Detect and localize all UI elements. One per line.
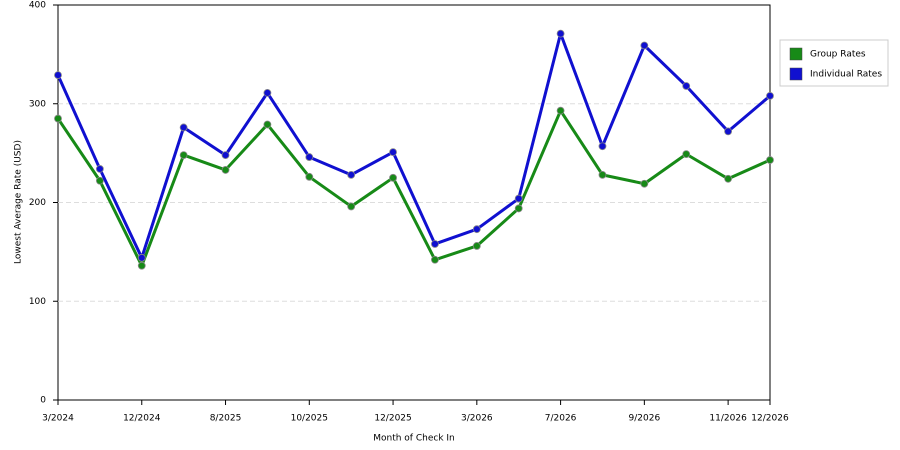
point	[347, 202, 356, 211]
x-tick-label: 12/2026	[751, 414, 789, 424]
legend-label: Individual Rates	[810, 70, 882, 80]
x-tick-label: 10/2025	[291, 414, 328, 424]
point	[179, 151, 188, 160]
point	[179, 123, 188, 132]
point	[221, 151, 230, 160]
point	[389, 148, 397, 157]
y-tick-label: 300	[29, 99, 46, 109]
x-tick-label: 3/2026	[461, 414, 493, 424]
point	[640, 179, 649, 188]
point	[221, 166, 230, 174]
x-axis-label: Month of Check In	[373, 434, 455, 444]
x-tick-label: 11/2026	[709, 414, 747, 424]
point	[305, 153, 314, 161]
point	[514, 194, 523, 203]
point	[598, 170, 607, 179]
x-tick-label: 12/2025	[374, 414, 411, 424]
point	[766, 156, 774, 164]
point	[431, 240, 439, 248]
y-axis-label: Lowest Average Rate (USD)	[14, 140, 24, 264]
x-tick-label: 3/2024	[42, 414, 74, 424]
point	[556, 29, 565, 38]
legend-swatch	[789, 67, 803, 81]
point	[54, 114, 62, 123]
legend-swatch	[789, 47, 803, 61]
point	[598, 142, 607, 151]
point	[263, 88, 272, 97]
x-tick-label: 12/2024	[123, 414, 161, 424]
legend-label: Group Rates	[810, 50, 866, 60]
point	[682, 82, 691, 90]
series-line	[56, 32, 771, 260]
point	[766, 91, 774, 100]
point	[263, 120, 272, 129]
point	[347, 170, 356, 179]
point	[431, 255, 439, 264]
x-tick-label: 7/2026	[545, 414, 577, 424]
x-tick-label: 9/2026	[629, 414, 661, 424]
y-tick-label: 0	[40, 396, 46, 406]
point	[724, 127, 733, 136]
series-line	[56, 109, 771, 268]
y-tick-label: 100	[29, 297, 46, 307]
point	[556, 106, 565, 115]
point	[305, 172, 314, 181]
point	[514, 204, 523, 213]
point	[137, 253, 146, 262]
point	[95, 176, 104, 185]
point	[472, 225, 481, 234]
point	[472, 242, 481, 250]
point	[682, 150, 691, 159]
point	[389, 173, 397, 182]
point	[54, 71, 62, 80]
y-tick-label: 200	[29, 198, 46, 208]
point	[724, 174, 733, 183]
point	[137, 261, 146, 270]
x-tick-label: 8/2025	[210, 414, 242, 424]
point	[95, 165, 104, 173]
y-tick-label: 400	[29, 1, 46, 11]
point	[640, 41, 649, 50]
